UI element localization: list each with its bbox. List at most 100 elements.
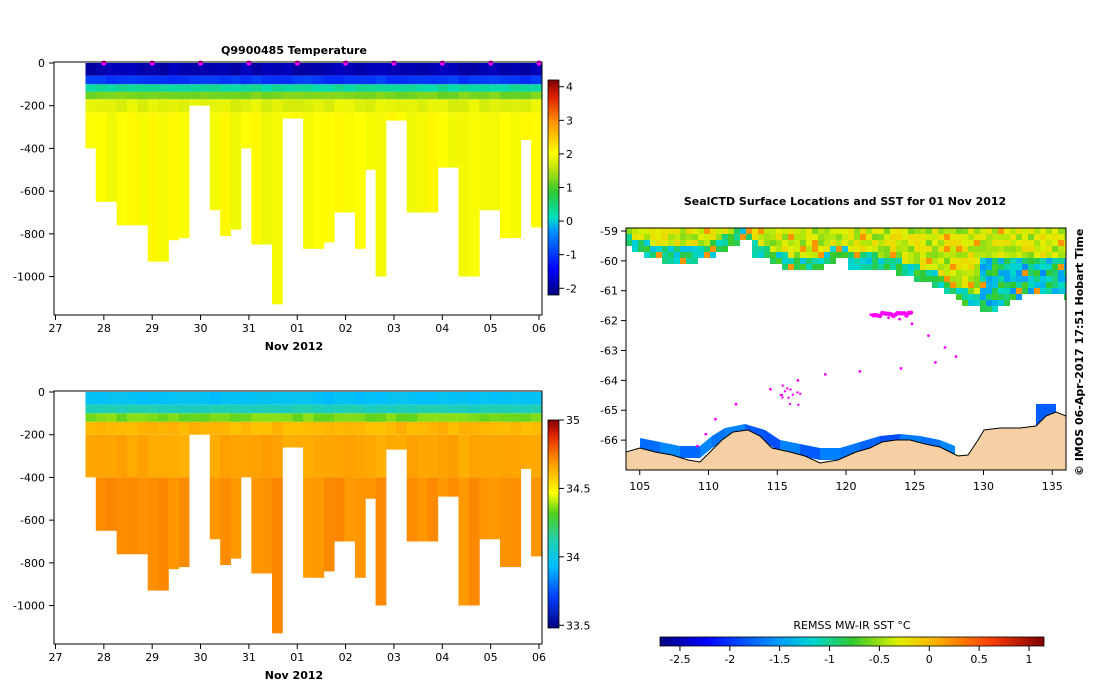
seal-location	[786, 387, 789, 390]
sst-cell	[944, 288, 950, 294]
section-cell	[147, 84, 159, 92]
sst-cell	[932, 252, 938, 258]
section-cell	[344, 413, 356, 422]
section-cell	[500, 75, 511, 85]
section-cell	[437, 434, 449, 478]
section-cell	[500, 63, 511, 76]
sst-cell	[890, 258, 896, 264]
map-y-tick-label: -63	[600, 344, 618, 357]
sst-cell	[788, 258, 794, 264]
sst-cell	[950, 288, 956, 294]
sst-cell	[800, 240, 806, 246]
section-cell	[479, 91, 490, 100]
sst-cell	[1010, 228, 1016, 234]
map-title: SealCTD Surface Locations and SST for 01…	[684, 195, 1006, 208]
seal-location	[858, 370, 862, 373]
y-tick-label: -600	[20, 514, 45, 527]
section-cell	[251, 99, 263, 113]
sst-cell	[728, 228, 734, 234]
section-cell	[334, 84, 345, 92]
sst-cell	[1052, 240, 1058, 246]
x-tick-label: 01	[290, 651, 304, 664]
sst-cell	[926, 258, 932, 264]
sst-cell	[1010, 270, 1016, 276]
sst-cell	[674, 234, 680, 240]
section-cell	[365, 84, 377, 92]
sst-cell	[950, 240, 956, 246]
section-cell	[365, 413, 377, 422]
sst-cell	[968, 288, 974, 294]
section-cell	[323, 392, 335, 405]
section-cell	[437, 84, 449, 92]
sst-cell	[800, 228, 806, 234]
sst-cell	[848, 246, 854, 252]
sst-cell	[770, 258, 776, 264]
section-cell	[520, 112, 532, 140]
sst-cell	[1022, 270, 1028, 276]
sst-cell	[692, 252, 698, 258]
section-cell	[178, 84, 190, 92]
section-cell	[209, 477, 221, 540]
section-cell	[220, 404, 231, 414]
section-cell	[427, 413, 439, 422]
section-cell	[292, 91, 304, 100]
sst-cell	[818, 258, 824, 264]
section-cell	[448, 75, 459, 85]
sst-cell	[632, 228, 638, 234]
section-cell	[510, 99, 522, 113]
sst-cell	[680, 246, 686, 252]
map-x-tick-label: 130	[973, 480, 994, 493]
section-cell	[417, 421, 428, 435]
section-cell	[292, 112, 304, 119]
sst-cell	[968, 228, 974, 234]
section-cell	[406, 84, 418, 92]
sst-cell	[686, 258, 692, 264]
section-cell	[448, 421, 459, 435]
coastal-sst	[700, 436, 712, 458]
x-tick-label: 30	[194, 322, 208, 335]
sst-cell	[758, 246, 764, 252]
sst-cell	[908, 258, 914, 264]
sst-cell	[860, 234, 866, 240]
sst-cell	[968, 300, 974, 306]
profile-marker	[294, 60, 300, 66]
section-cell	[468, 99, 480, 113]
sst-cell	[1028, 276, 1034, 282]
coastal-sst	[712, 428, 725, 448]
section-cell	[448, 392, 459, 405]
section-cell	[323, 63, 335, 76]
section-cell	[303, 99, 314, 113]
sst-cell	[992, 258, 998, 264]
sst-cell	[782, 246, 788, 252]
sst-cell	[1004, 270, 1010, 276]
section-cell	[137, 112, 149, 226]
sst-cell	[770, 246, 776, 252]
section-cell	[448, 434, 459, 478]
sst-cell	[1010, 264, 1016, 270]
section-cell	[531, 404, 542, 414]
sst-cell	[932, 234, 938, 240]
section-cell	[116, 84, 128, 92]
section-cell	[85, 421, 97, 435]
sst-cell	[830, 228, 836, 234]
section-cell	[386, 421, 397, 435]
sst-cell	[806, 258, 812, 264]
salinity-colorbar-ticks: 35 34.5 34 33.5	[559, 414, 591, 632]
sst-cell	[1040, 252, 1046, 258]
seal-location	[781, 384, 784, 387]
sst-cell	[974, 282, 980, 288]
sst-cell	[710, 228, 716, 234]
section-cell	[344, 392, 356, 405]
sst-cell	[674, 240, 680, 246]
section-cell	[282, 91, 294, 100]
seal-location	[797, 403, 800, 406]
sst-cell	[998, 258, 1004, 264]
sst-cell	[926, 276, 932, 282]
section-cell	[240, 112, 252, 149]
section-cell	[531, 63, 542, 76]
section-cell	[189, 84, 200, 92]
sst-colorbar-tick-label: -0.5	[869, 653, 890, 666]
sst-cell	[626, 240, 632, 246]
sst-cell	[1022, 228, 1028, 234]
